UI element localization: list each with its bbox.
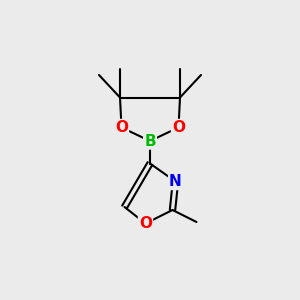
Text: O: O	[115, 120, 128, 135]
Text: B: B	[144, 134, 156, 148]
Text: O: O	[139, 216, 152, 231]
Text: N: N	[169, 174, 182, 189]
Text: O: O	[172, 120, 185, 135]
